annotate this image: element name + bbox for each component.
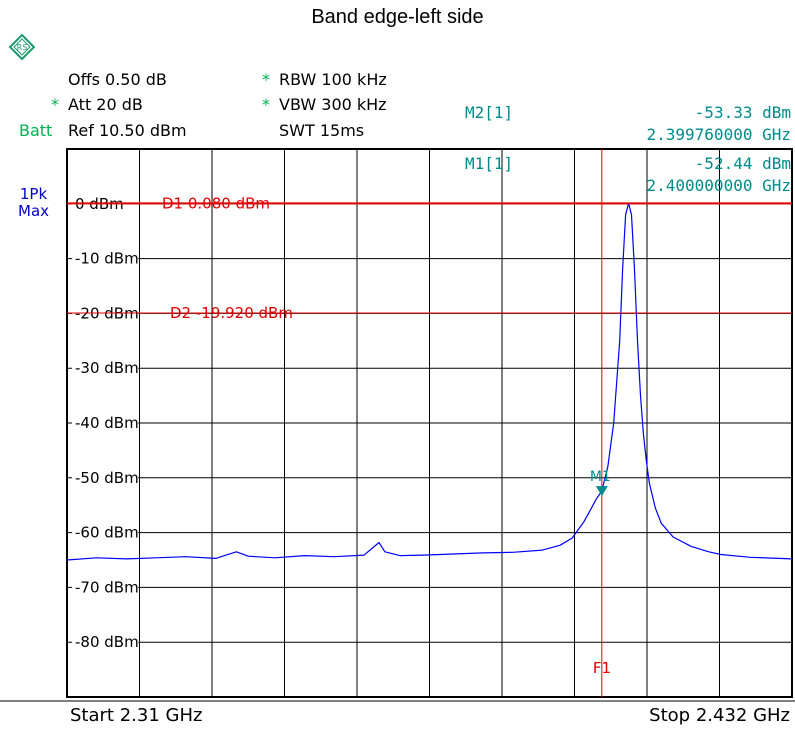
trace-detector-label: 1Pk Max: [18, 186, 49, 220]
vbw-setting: VBW 300 kHz: [279, 95, 387, 114]
attenuation-setting: Att 20 dB: [68, 95, 143, 114]
y-tick-label: -60 dBm: [75, 524, 139, 542]
att-star: *: [51, 95, 59, 114]
d1-limit-label: D1 0.080 dBm: [162, 194, 270, 212]
y-tick-label-bg: [72, 359, 139, 378]
m1-label: M1[1]: [465, 154, 514, 173]
y-tick-label: -30 dBm: [75, 359, 139, 377]
plot-frame: [66, 148, 793, 698]
trace-detector-line1: 1Pk: [19, 185, 48, 203]
rbw-star: *: [262, 70, 270, 89]
spectrum-trace: [66, 202, 793, 561]
f1-label: F1: [593, 659, 611, 677]
y-tick-label: -40 dBm: [75, 414, 139, 432]
m1-level: -52.44 dBm: [694, 154, 791, 173]
rs-logo-icon: RS: [9, 34, 35, 60]
stop-frequency: Stop 2.432 GHz: [649, 705, 790, 726]
trace-detector-line2: Max: [18, 202, 50, 220]
start-frequency: Start 2.31 GHz: [70, 705, 203, 726]
rbw-setting: RBW 100 kHz: [279, 70, 387, 89]
y-tick-label: -50 dBm: [75, 469, 139, 487]
chart-title: Band edge-left side: [311, 6, 484, 28]
m2-label: M2[1]: [465, 103, 514, 122]
y-tick-label-bg: [72, 523, 139, 542]
y-tick-label: -70 dBm: [75, 578, 139, 596]
y-tick-label: -80 dBm: [75, 633, 139, 651]
m1-marker-point: [595, 486, 608, 497]
y-tick-label-bg: [72, 468, 139, 487]
m2-level: -53.33 dBm: [694, 103, 791, 122]
d2-limit-label: D2 -19.920 dBm: [170, 304, 293, 322]
y-tick-label-bg: [72, 578, 139, 597]
m1-frequency: 2.400000000 GHz: [646, 176, 792, 195]
m1-marker-label: M1: [590, 469, 611, 485]
y-tick-label-bg: [72, 633, 139, 652]
offset-setting: Offs 0.50 dB: [68, 70, 167, 89]
reference-setting: Ref 10.50 dBm: [68, 121, 187, 140]
m2-frequency: 2.399760000 GHz: [646, 125, 792, 144]
batt-indicator: Batt: [19, 121, 53, 140]
svg-text:RS: RS: [17, 43, 28, 52]
y-tick-label-bg: [72, 249, 139, 268]
y-tick-label: -10 dBm: [75, 250, 139, 268]
y-tick-label-bg: [72, 414, 139, 432]
vbw-star: *: [262, 95, 270, 114]
swt-setting: SWT 15ms: [279, 121, 365, 140]
